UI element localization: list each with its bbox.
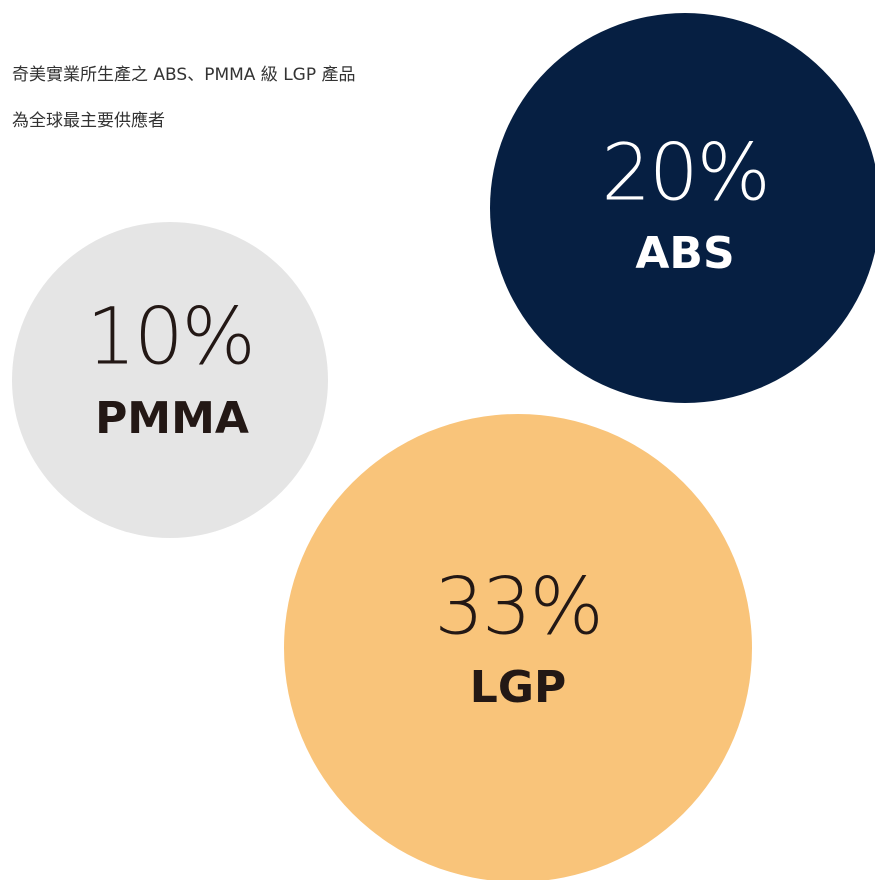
bubble-percent: 33% [434, 563, 601, 653]
bubble-label: LGP [470, 662, 566, 713]
intro-line: 為全球最主要供應者 [12, 110, 165, 131]
bubble-label: ABS [635, 228, 734, 279]
lgp-bubble [284, 414, 752, 880]
bubble-percent: 10% [86, 293, 253, 383]
intro-line: 奇美實業所生產之 ABS、PMMA 級 LGP 產品 [12, 65, 356, 85]
abs-bubble [490, 13, 875, 403]
bubble-label: PMMA [95, 393, 249, 444]
pmma-bubble [12, 222, 328, 538]
bubble-percent: 20% [601, 129, 768, 219]
